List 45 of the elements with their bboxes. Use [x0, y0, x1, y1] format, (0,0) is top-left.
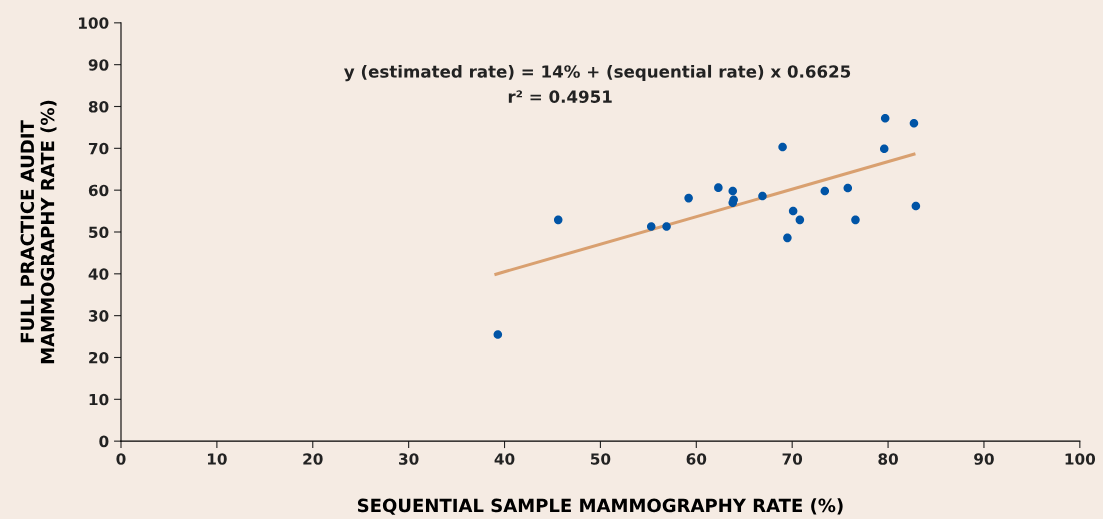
x-tick-label: 30 [399, 453, 419, 465]
x-tick-label: 50 [590, 453, 611, 465]
point [851, 215, 860, 225]
x-tick-label: 90 [974, 453, 994, 465]
point [778, 142, 787, 152]
point [909, 118, 919, 128]
point [493, 330, 503, 339]
annotation: r² = 0.4951 [508, 90, 612, 103]
point [553, 215, 563, 225]
point [820, 186, 830, 196]
point [879, 144, 889, 154]
point [662, 222, 671, 231]
point [758, 191, 767, 201]
x-tick-label: 70 [782, 453, 803, 465]
x-tick-label: 10 [207, 453, 227, 465]
x-tick-label: 100 [1065, 453, 1096, 465]
point [684, 193, 693, 203]
y-tick-label: 60 [88, 184, 109, 197]
y-tick-label: 40 [88, 268, 109, 280]
x-tick-label: 40 [494, 453, 515, 465]
x-tick-label: 80 [878, 453, 898, 465]
point [843, 183, 853, 193]
point [880, 113, 890, 123]
point [728, 186, 738, 196]
x-tick-label: 60 [686, 453, 707, 465]
y-tick-label: 70 [88, 142, 109, 155]
y-tick-label: 90 [88, 59, 109, 71]
point [646, 222, 656, 231]
x-tick-label: 0 [116, 453, 126, 465]
y-tick-label: 50 [89, 226, 109, 239]
x-axis-title: SEQUENTIAL SAMPLE MAMMOGRAPHY RATE (%) [357, 498, 843, 515]
y-tick-label: 100 [79, 17, 109, 29]
y-tick-label: 20 [89, 351, 109, 364]
x-tick-label: 20 [303, 453, 323, 465]
y-tick-label: 10 [89, 393, 109, 406]
point [783, 233, 792, 243]
y-axis-title: FULL PRACTICE AUDIT MAMMOGRAPHY RATE (%) [20, 100, 57, 364]
y-tick-label: 80 [88, 100, 109, 113]
y-tick-label: 0 [99, 435, 109, 448]
point [714, 183, 723, 192]
point [788, 206, 798, 216]
point [795, 215, 805, 225]
annotation: y (estimated rate) = 14% + (sequential rate) x 0.6625 [344, 64, 851, 82]
y-tick-label: 30 [88, 310, 109, 322]
point [911, 201, 921, 211]
